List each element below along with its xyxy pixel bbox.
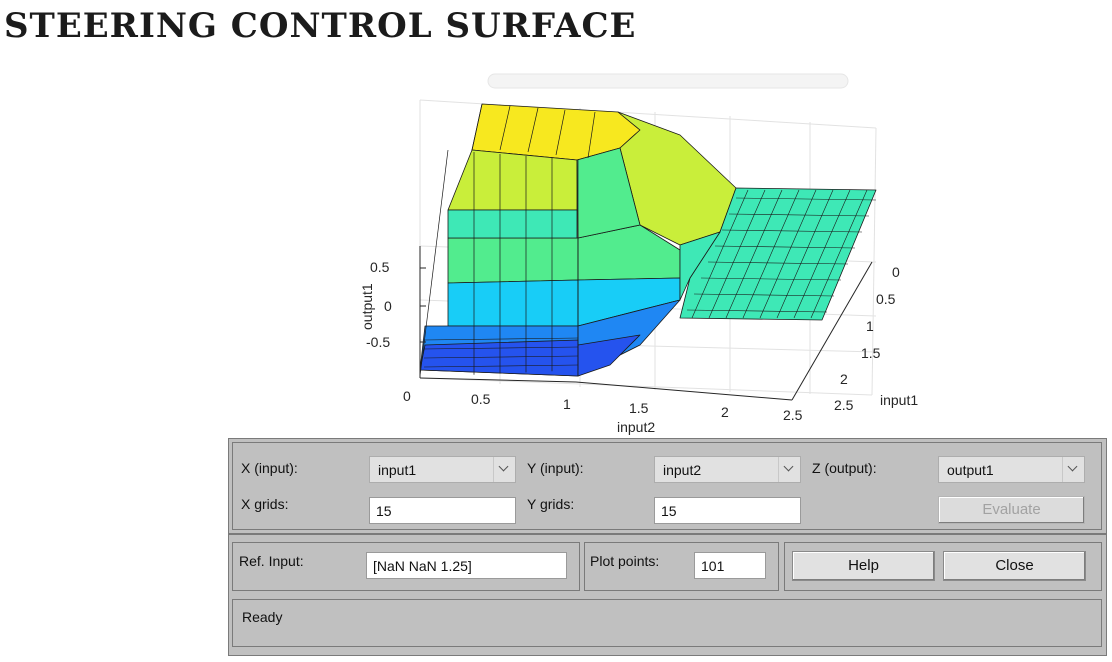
z-axis-label: output1 (359, 283, 375, 330)
mesh-line (587, 111, 596, 159)
mesh-line (776, 189, 834, 319)
mesh-line (555, 109, 566, 156)
close-button[interactable]: Close (943, 551, 1086, 581)
mesh-line (707, 261, 849, 265)
z-tick-label: -0.5 (366, 334, 390, 350)
plot-axes (419, 246, 873, 401)
mesh-line (686, 309, 828, 313)
x-input-label: X (input): (241, 460, 298, 476)
chevron-down-icon (493, 457, 515, 482)
mesh-line (471, 103, 483, 151)
y-input-value: input2 (663, 462, 702, 478)
y-tick-label: 1.5 (861, 345, 881, 361)
plot-points-label: Plot points: (590, 553, 660, 569)
x-tick-labels: 0 0.5 1 1.5 2 2.5 (403, 388, 803, 423)
mesh-line (759, 189, 817, 319)
x-axis-line (419, 377, 577, 383)
x-tick-label: 1.5 (629, 400, 649, 416)
y-tick-label: 2.5 (834, 397, 854, 413)
x-input-value: input1 (378, 462, 417, 478)
chevron-down-icon (778, 457, 800, 482)
help-button[interactable]: Help (792, 551, 935, 581)
y-grids-label: Y grids: (527, 496, 575, 512)
y-tick-label: 1 (866, 318, 874, 334)
mesh-line (708, 189, 766, 319)
mesh-line (691, 189, 749, 319)
surface-mesh (419, 103, 877, 377)
x-tick-label: 1 (563, 396, 571, 412)
plot-points-field[interactable]: 101 (694, 552, 766, 579)
surface-face (447, 279, 579, 327)
x-tick-label: 0.5 (471, 391, 491, 407)
x-grids-label: X grids: (241, 496, 289, 512)
mesh-line (419, 149, 449, 377)
surface-face (679, 231, 721, 301)
mesh-line (728, 213, 870, 217)
z-tick-labels: 0.5 0 -0.5 (366, 259, 392, 350)
y-grids-input[interactable]: 15 (654, 497, 801, 524)
z-tick-label: 0.5 (370, 259, 390, 275)
evaluate-button[interactable]: Evaluate (938, 496, 1085, 524)
y-tick-label: 0.5 (876, 291, 896, 307)
surface-plot[interactable]: 0.5 0 -0.5 output1 0 0.5 1 1.5 2 2.5 inp… (0, 0, 1112, 440)
z-output-value: output1 (947, 462, 994, 478)
mesh-line (725, 189, 783, 319)
chevron-down-icon (1062, 457, 1084, 482)
mesh-line (793, 189, 851, 319)
mesh-line (423, 355, 579, 359)
mesh-line (527, 107, 539, 153)
mesh-line (423, 364, 579, 368)
y-axis-label: input1 (880, 392, 918, 408)
ref-input-field[interactable]: [NaN NaN 1.25] (366, 552, 567, 579)
surface-face (447, 209, 578, 239)
z-output-select[interactable]: output1 (938, 456, 1085, 483)
mesh-line (423, 337, 579, 341)
x-tick-label: 2 (721, 404, 729, 420)
mesh-line (700, 277, 842, 281)
ref-input-label: Ref. Input: (239, 553, 304, 569)
x-axis-line (575, 381, 793, 401)
x-tick-label: 0 (403, 388, 411, 404)
mesh-line (742, 189, 800, 319)
surface-face (447, 237, 579, 284)
y-input-select[interactable]: input2 (654, 456, 801, 483)
y-tick-labels: 0 0.5 1 1.5 2 2.5 (834, 264, 900, 413)
status-text: Ready (242, 609, 283, 625)
y-tick-label: 2 (840, 371, 848, 387)
x-grids-input[interactable]: 15 (369, 497, 516, 524)
y-input-label: Y (input): (527, 460, 584, 476)
x-input-select[interactable]: input1 (369, 456, 516, 483)
mesh-line (693, 293, 835, 297)
mesh-line (810, 189, 868, 319)
z-tick-label: 0 (384, 298, 392, 314)
mesh-line (423, 346, 579, 350)
axes-toolbar[interactable] (487, 73, 849, 89)
y-tick-label: 0 (892, 264, 900, 280)
x-axis-label: input2 (617, 419, 655, 435)
surface-face (447, 149, 578, 211)
y-axis-line (791, 261, 873, 401)
mesh-line (735, 197, 877, 201)
x-tick-label: 2.5 (783, 407, 803, 423)
mesh-line (721, 229, 863, 233)
status-bar (232, 599, 1102, 647)
z-output-label: Z (output): (812, 460, 877, 476)
mesh-line (499, 105, 511, 151)
page-title: STEERING CONTROL SURFACE (4, 6, 637, 46)
mesh-line (714, 245, 856, 249)
